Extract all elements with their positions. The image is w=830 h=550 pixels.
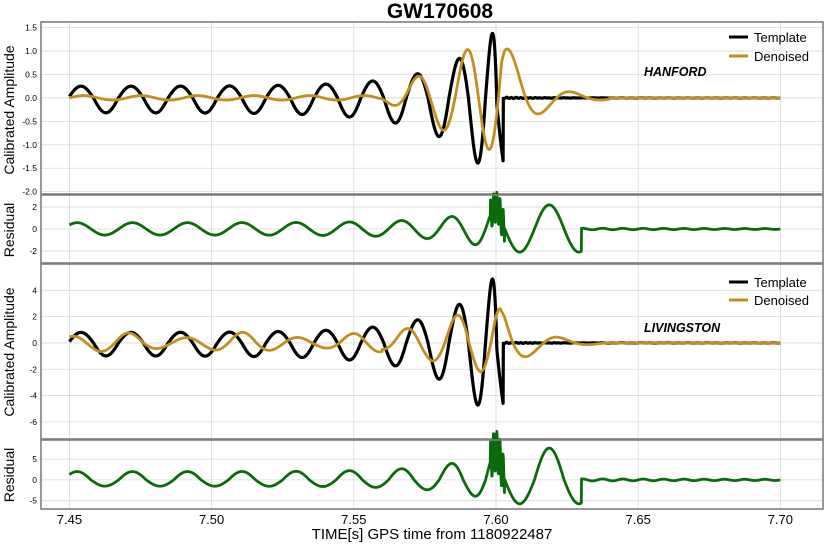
livingston-strain-ylabel: Calibrated Amplitude bbox=[1, 287, 17, 416]
y-tick-label: 4 bbox=[32, 285, 37, 295]
livingston-residual-frame bbox=[40, 439, 824, 510]
y-tick-label: 2 bbox=[32, 312, 37, 322]
hanford-detector-label: HANFORD bbox=[644, 65, 707, 79]
x-tick-label: 7.60 bbox=[483, 512, 508, 527]
y-tick-label: -6 bbox=[29, 417, 37, 427]
livingston-residual-grid bbox=[41, 440, 823, 509]
hanford-strain-lines bbox=[68, 31, 782, 165]
y-tick-label: -1.0 bbox=[22, 140, 37, 150]
legend-denoised-label: Denoised bbox=[754, 49, 809, 64]
legend-denoised-label: Denoised bbox=[754, 293, 809, 308]
y-tick-label: 0.0 bbox=[25, 93, 37, 103]
hanford-residual-frame bbox=[40, 194, 824, 264]
hanford-residual-ylabel: Residual bbox=[1, 203, 17, 257]
x-axis-ticks: 7.45 7.50 7.55 7.60 7.65 7.70 bbox=[57, 512, 793, 527]
y-tick-label: 0 bbox=[32, 475, 37, 485]
livingston-residual-lines bbox=[68, 430, 782, 506]
x-axis-label: TIME[s] GPS time from 1180922487 bbox=[312, 526, 553, 543]
denoised-series-line bbox=[68, 307, 782, 374]
livingston-residual-yticks: 5 0 -5 bbox=[29, 454, 37, 506]
x-tick-label: 7.50 bbox=[199, 512, 224, 527]
hanford-residual-panel: 2 0 -2 Residual bbox=[1, 190, 824, 264]
livingston-strain-frame bbox=[40, 263, 824, 440]
livingston-strain-lines bbox=[68, 277, 782, 407]
x-tick-label: 7.55 bbox=[341, 512, 366, 527]
hanford-strain-panel: 1.5 1.0 0.5 0.0 -0.5 -1.0 -1.5 -2.0 Calibrated … bbox=[1, 21, 824, 197]
y-tick-label: -1.5 bbox=[22, 163, 37, 173]
y-tick-label: 0 bbox=[32, 224, 37, 234]
denoised-series-line bbox=[68, 47, 782, 151]
chart-title: GW170608 bbox=[387, 0, 494, 23]
livingston-residual-ylabel: Residual bbox=[1, 448, 17, 502]
y-tick-label: 1.5 bbox=[25, 23, 37, 33]
residual-series-line bbox=[68, 190, 782, 254]
hanford-strain-ylabel: Calibrated Amplitude bbox=[1, 45, 17, 174]
legend-template-label: Template bbox=[754, 275, 807, 290]
livingston-strain-grid bbox=[41, 264, 823, 439]
hanford-residual-yticks: 2 0 -2 bbox=[29, 202, 37, 256]
y-tick-label: 5 bbox=[32, 454, 37, 464]
y-tick-label: 0 bbox=[32, 338, 37, 348]
y-tick-label: 0.5 bbox=[25, 69, 37, 79]
y-tick-label: -4 bbox=[29, 391, 37, 401]
hanford-legend: Template Denoised bbox=[729, 30, 809, 64]
livingston-residual-panel: 5 0 -5 Residual bbox=[1, 430, 824, 510]
y-tick-label: 2 bbox=[32, 202, 37, 212]
y-tick-label: -2.0 bbox=[22, 187, 37, 197]
hanford-strain-yticks: 1.5 1.0 0.5 0.0 -0.5 -1.0 -1.5 -2.0 bbox=[22, 23, 37, 197]
hanford-strain-frame bbox=[40, 21, 824, 195]
livingston-strain-panel: 4 2 0 -2 -4 -6 Calibrated Amplitude LIVINGSTO… bbox=[1, 263, 824, 440]
hanford-residual-lines bbox=[68, 190, 782, 254]
y-tick-label: -5 bbox=[29, 496, 37, 506]
y-tick-label: 1.0 bbox=[25, 46, 37, 56]
x-tick-label: 7.70 bbox=[768, 512, 793, 527]
livingston-legend: Template Denoised bbox=[729, 275, 809, 308]
x-tick-label: 7.45 bbox=[57, 512, 82, 527]
residual-series-line bbox=[68, 430, 782, 506]
y-tick-label: -2 bbox=[29, 246, 37, 256]
y-tick-label: -0.5 bbox=[22, 116, 37, 126]
legend-template-label: Template bbox=[754, 30, 807, 45]
livingston-detector-label: LIVINGSTON bbox=[644, 321, 721, 335]
x-tick-label: 7.65 bbox=[626, 512, 651, 527]
livingston-strain-yticks: 4 2 0 -2 -4 -6 bbox=[29, 285, 37, 427]
y-tick-label: -2 bbox=[29, 364, 37, 374]
